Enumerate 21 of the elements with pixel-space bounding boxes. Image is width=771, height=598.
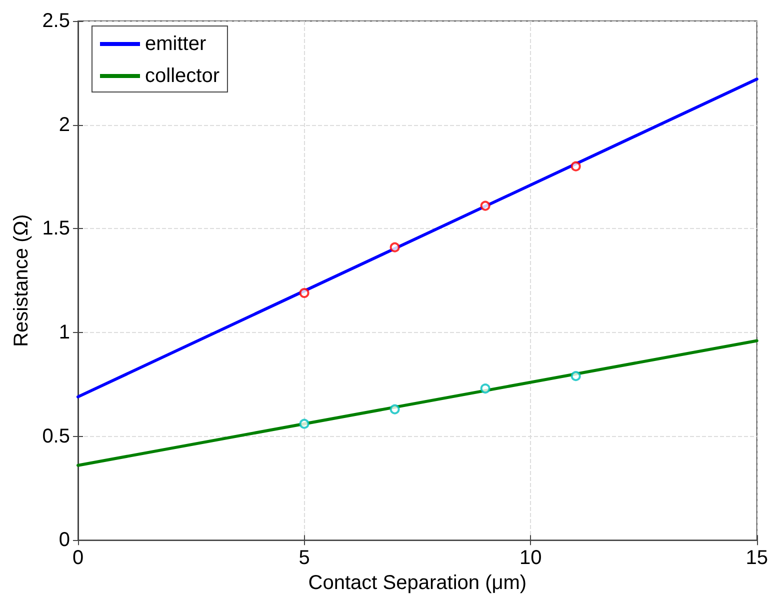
point	[480, 384, 490, 394]
legend-label: collector	[145, 65, 220, 87]
y-tick-label: 1	[58, 321, 70, 344]
y-tick-label: 1.5	[42, 218, 70, 240]
y-tick-label: 2	[58, 114, 70, 136]
legend-label: emitter	[145, 33, 206, 55]
y-axis-title: Resistance (Ω)	[10, 214, 32, 347]
y-tick-label: 2.5	[42, 10, 70, 32]
point	[299, 288, 310, 298]
x-tick-label: 10	[519, 547, 542, 570]
point	[390, 242, 400, 252]
point	[570, 371, 581, 382]
point	[570, 161, 581, 172]
y-tick-label: 0	[58, 529, 70, 552]
point	[480, 200, 490, 211]
x-axis-title: Contact Separation (μm)	[308, 572, 527, 594]
y-tick-label: 0.5	[42, 425, 70, 448]
point	[390, 404, 400, 414]
point	[299, 418, 310, 429]
x-tick-label: 15	[746, 547, 768, 570]
x-tick-label: 5	[298, 547, 310, 570]
